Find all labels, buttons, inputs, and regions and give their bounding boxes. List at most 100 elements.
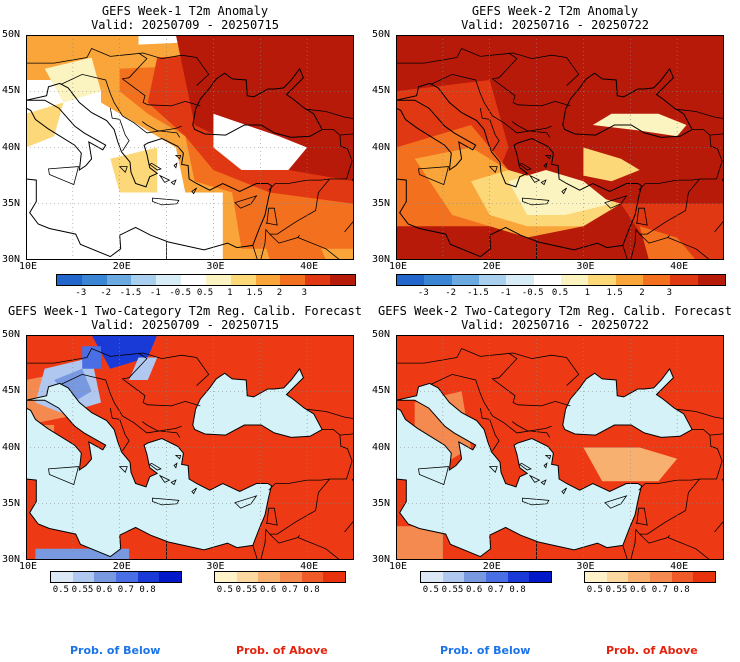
black-sea [192,367,323,438]
island [148,162,162,171]
lat-label: 30N [2,554,21,565]
colorbar-label: 0.55 [441,585,464,595]
country-border [265,207,278,226]
colorbar-swatch [305,275,331,285]
country-border [677,108,724,136]
island [522,197,550,206]
country-border [269,478,330,535]
island [540,179,547,186]
map-week2-anomaly [396,35,724,260]
map-frame [26,35,354,260]
country-border [252,245,258,260]
country-border [639,478,700,535]
island [48,466,80,486]
anomaly-zone [592,113,687,137]
colorbar-label: 0.5 [422,585,439,595]
lon-label: 40E [670,261,689,272]
colorbar-label: 0.6 [630,585,647,595]
colorbar-swatch [628,572,651,582]
island [540,479,547,486]
lon-label: 10E [389,561,408,572]
island [191,187,197,195]
colorbar-label: 0.8 [139,585,156,595]
country-border [26,347,210,386]
country-border [109,108,130,152]
colorbar-swatch [642,275,671,285]
colorbar-swatch [236,572,259,582]
lat-label: 50N [372,29,391,40]
colorbar-swatch [280,275,306,285]
island [418,466,450,486]
colorbar-swatch [670,275,698,285]
colorbar-label: 0.8 [509,585,526,595]
colorbar-label: -3 [75,288,87,298]
country-border [622,245,628,260]
country-border [141,121,181,138]
anomaly-colorbar-right [396,274,726,286]
country-border [344,478,354,533]
lon-label: 30E [576,261,595,272]
prob-below-label-right: Prob. of Below [440,644,531,657]
colorbar-swatch [131,275,157,285]
lat-label: 50N [372,329,391,340]
colorbar-swatch [330,275,355,285]
colorbar-label: 1.5 [606,288,623,298]
colorbar-label: -0.5 [169,288,191,298]
colorbar-label: -2 [445,288,457,298]
island [418,166,450,186]
lat-label: 35N [2,497,21,509]
island [544,155,552,160]
prob-above-colorbar-right [584,571,716,583]
colorbar-swatch [323,572,346,582]
island [118,166,128,174]
colorbar-swatch [650,572,672,582]
colorbar-label: -1 [499,288,511,298]
lon-label: 20E [482,561,501,572]
lat-label: 45N [2,385,21,397]
lat-label: 50N [2,29,21,40]
lon-label: 20E [112,261,131,272]
colorbar-swatch [588,275,616,285]
colorbar-swatch [57,275,82,285]
colorbar-swatch [506,275,534,285]
lat-label: 35N [372,497,391,509]
colorbar-swatch [397,275,425,285]
colorbar-label: 0.55 [71,585,94,595]
colorbar-swatch [205,275,231,285]
island [528,174,541,183]
island [170,179,177,186]
colorbar-label: -1 [149,288,161,298]
anomaly-zone [396,526,443,560]
map-frame [396,35,724,260]
colorbar-swatch [693,572,716,582]
colorbar-swatch [421,572,443,582]
colorbar-label: 3 [666,288,673,298]
colorbar-swatch [533,275,561,285]
colorbar-label: 0.5 [216,585,233,595]
country-border [396,347,580,386]
prob-above-label-right: Prob. of Above [606,644,698,657]
island [561,487,567,495]
panel3-title: GEFS Week-1 Two-Category T2m Reg. Calib.… [7,304,362,332]
country-border [396,47,580,86]
colorbar-label: 0.5 [52,585,69,595]
colorbar-label: 0.5 [586,585,603,595]
anomaly-zone [54,368,92,403]
colorbar-swatch [671,572,694,582]
lat-label: 50N [2,329,21,340]
island [48,166,80,186]
country-border [109,408,130,452]
prob-below-colorbar-right [420,571,552,583]
panel1-title: GEFS Week-1 T2m Anomaly Valid: 20250709 -… [91,4,279,32]
colorbar-label: -2 [100,288,112,298]
colorbar-swatch [258,572,281,582]
island [543,162,548,169]
country-border [635,507,648,526]
country-border [26,47,210,86]
island [543,462,548,469]
country-border [141,421,181,438]
country-border [307,408,354,436]
lon-label: 40E [300,561,319,572]
lon-label: 30E [206,261,225,272]
island [158,174,171,183]
